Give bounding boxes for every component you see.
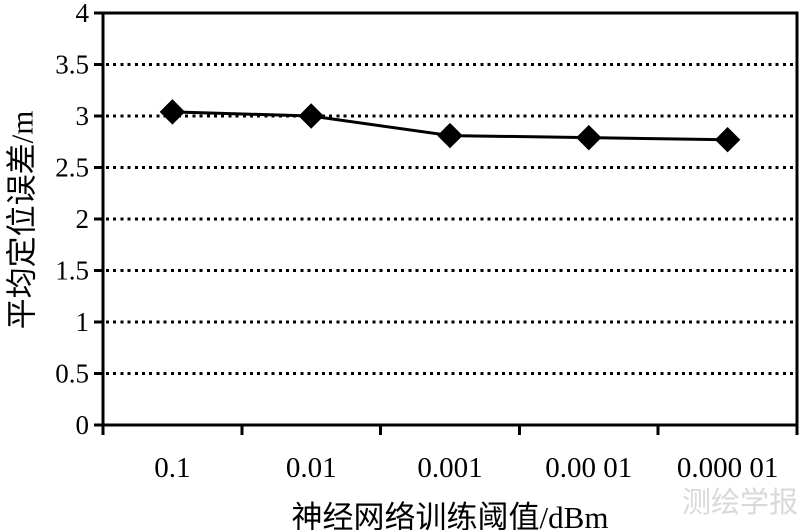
y-tick-label: 2 xyxy=(76,204,90,234)
y-tick-label: 3.5 xyxy=(55,50,89,80)
x-tick-label: 0.001 xyxy=(417,452,482,484)
data-point-marker xyxy=(159,99,186,125)
x-tick-label: 0.01 xyxy=(286,452,337,484)
data-point-marker xyxy=(437,122,463,149)
data-point-marker xyxy=(298,103,324,129)
x-tick-label: 0.000 01 xyxy=(677,452,779,484)
y-tick-label: 1 xyxy=(76,307,90,337)
y-axis-title: 平均定位误差/m xyxy=(4,110,40,330)
x-tick-label: 0.1 xyxy=(154,452,190,484)
y-tick-label: 1.5 xyxy=(55,256,89,286)
y-tick-label: 2.5 xyxy=(55,153,89,183)
y-tick-label: 0.5 xyxy=(55,359,89,389)
x-tick-label: 0.00 01 xyxy=(545,452,632,484)
x-axis-title: 神经网络训练阈值/dBm xyxy=(291,500,609,530)
y-tick-label: 0 xyxy=(76,410,90,440)
plot-border xyxy=(101,11,799,427)
journal-watermark: 测绘学报 xyxy=(681,487,799,519)
y-tick-label: 3 xyxy=(76,101,90,131)
data-point-marker xyxy=(576,124,602,151)
y-tick-label: 4 xyxy=(76,0,90,28)
data-point-marker xyxy=(714,126,741,153)
